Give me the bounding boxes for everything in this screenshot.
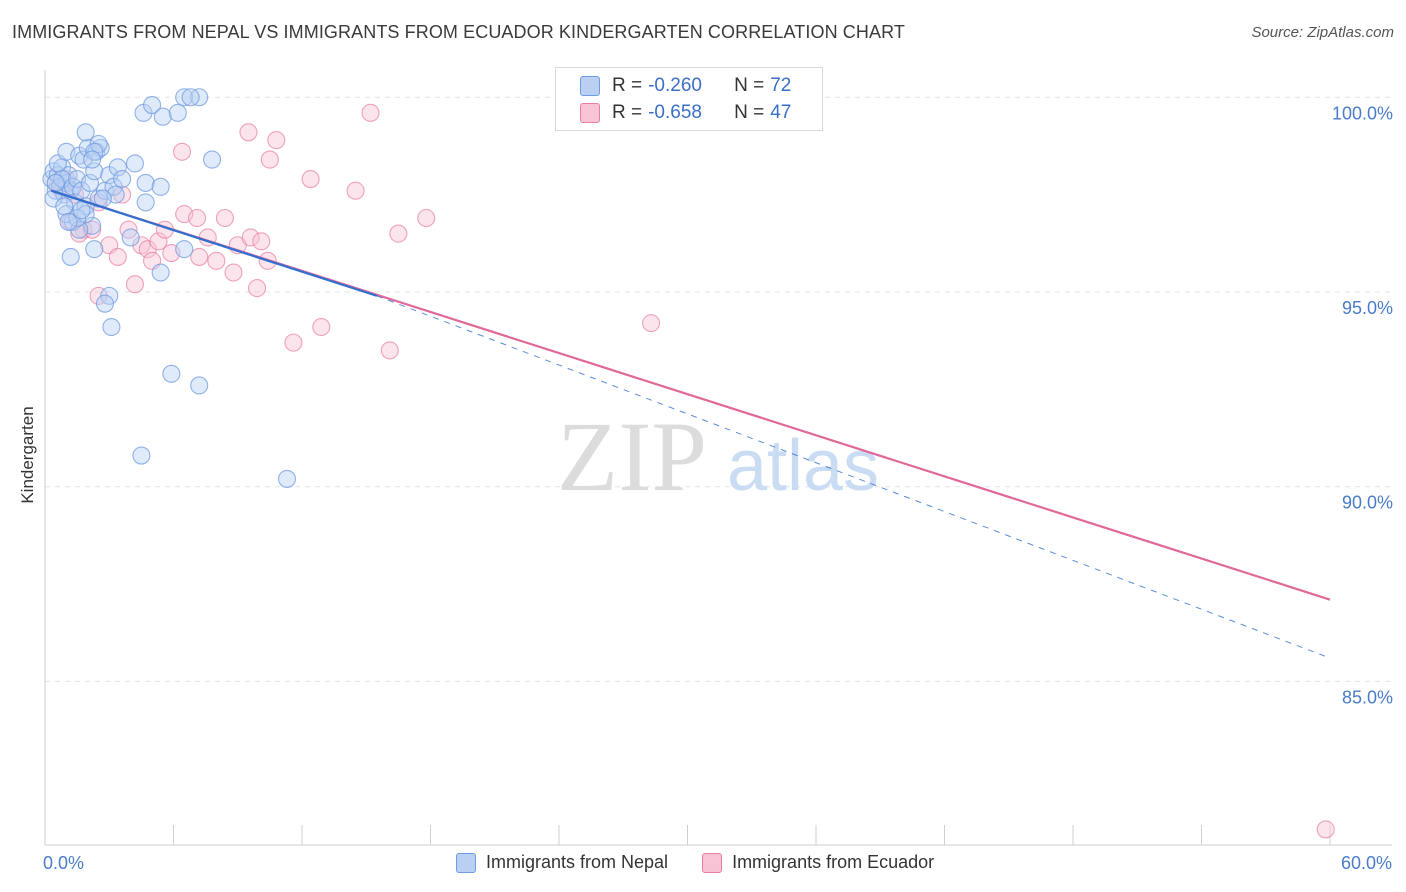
nepal-point: [136, 173, 155, 192]
y-tick-label: 90.0%: [1342, 493, 1393, 513]
ecuador-point: [188, 208, 207, 228]
ecuador-point: [239, 123, 258, 142]
ecuador-point: [346, 181, 365, 200]
nepal-point: [55, 197, 74, 216]
legend-item-nepal: Immigrants from Nepal: [456, 852, 668, 873]
watermark-atlas: atlas: [727, 426, 879, 506]
legend-ecuador-n-label: N =: [734, 102, 765, 123]
nepal-point: [83, 150, 102, 169]
nepal-point: [125, 154, 144, 173]
legend-ecuador-r-label: R =: [612, 102, 643, 123]
chart-title: IMMIGRANTS FROM NEPAL VS IMMIGRANTS FROM…: [12, 22, 905, 42]
nepal-point: [102, 317, 121, 337]
legend-ecuador-label: Immigrants from Ecuador: [732, 852, 935, 872]
ecuador-point: [190, 247, 209, 266]
legend-nepal-n-label: N =: [734, 75, 765, 96]
ecuador-point: [380, 341, 399, 360]
nepal-point: [113, 169, 132, 189]
ecuador-point: [83, 220, 102, 239]
nepal-point: [59, 212, 78, 231]
nepal-point: [181, 88, 200, 107]
nepal-point: [136, 193, 155, 212]
nepal-point: [85, 162, 104, 181]
nepal-swatch: [580, 76, 600, 96]
series-ecuador-points: [46, 103, 1335, 839]
ecuador-point: [241, 228, 260, 247]
ecuador-point: [389, 224, 408, 243]
nepal-point: [151, 263, 170, 282]
legend-ecuador-swatch: [702, 852, 723, 873]
ecuador-point: [642, 314, 661, 333]
ecuador-point: [224, 263, 243, 282]
source-label: Source: ZipAtlas.com: [1251, 24, 1394, 41]
nepal-point: [72, 201, 91, 220]
ecuador-point: [417, 208, 436, 228]
legend-nepal-r-value: -0.260: [648, 75, 702, 96]
ecuador-point: [125, 275, 144, 294]
legend-ecuador-r-value: -0.658: [648, 102, 702, 123]
legend-item-ecuador: Immigrants from Ecuador: [702, 852, 934, 873]
ecuador-point: [215, 208, 234, 228]
ecuador-point: [207, 251, 226, 270]
y-tick-label: 95.0%: [1342, 298, 1393, 318]
ecuador-point: [260, 150, 279, 169]
nepal-point: [151, 177, 170, 196]
legend-row-nepal: R = -0.260 N = 72: [580, 74, 791, 98]
nepal-point: [162, 364, 181, 383]
nepal-point: [80, 173, 100, 192]
nepal-point: [95, 294, 115, 313]
nepal-point: [143, 96, 162, 115]
nepal-point: [277, 469, 297, 488]
y-tick-label: 100.0%: [1332, 103, 1393, 123]
nepal-point: [168, 103, 187, 122]
trend-lines: [51, 189, 1331, 659]
nepal-point: [190, 376, 209, 395]
ecuador-point: [361, 103, 380, 122]
ecuador-point: [149, 232, 168, 251]
ecuador-point: [108, 247, 127, 266]
stats-legend: R = -0.260 N = 72 R = -0.658 N = 47: [555, 67, 823, 131]
ecuador-point: [312, 317, 331, 337]
x-tick-label-min: 0.0%: [43, 853, 84, 873]
nepal-point: [175, 88, 194, 107]
nepal-point: [61, 247, 80, 266]
ecuador-swatch: [580, 103, 600, 123]
ecuador-point: [252, 232, 271, 251]
nepal-point: [121, 228, 140, 247]
legend-nepal-r-label: R =: [612, 75, 643, 96]
y-tick-label: 85.0%: [1342, 687, 1393, 707]
ecuador-point: [267, 131, 286, 150]
nepal-trend-line: [51, 189, 378, 297]
nepal-point: [175, 240, 194, 259]
ecuador-point: [173, 142, 192, 161]
x-tick-label-max: 60.0%: [1341, 853, 1392, 873]
nepal-point: [46, 173, 65, 192]
legend-nepal-n-value: 72: [770, 75, 792, 96]
nepal-point: [203, 150, 222, 169]
ecuador-point: [301, 169, 320, 189]
legend-nepal-label: Immigrants from Nepal: [486, 852, 669, 872]
legend-row-ecuador: R = -0.658 N = 47: [580, 101, 791, 125]
ecuador-point: [247, 279, 267, 298]
nepal-point: [132, 446, 151, 465]
tick-labels: 100.0% 95.0% 90.0% 85.0% 0.0% 60.0%: [43, 103, 1393, 873]
nepal-point: [153, 107, 172, 126]
nepal-point: [85, 240, 104, 259]
nepal-point: [76, 123, 95, 142]
watermark-zip: ZIP: [557, 401, 707, 512]
nepal-point: [108, 158, 127, 177]
watermark: ZIP atlas: [557, 401, 879, 512]
ecuador-point: [284, 333, 303, 352]
ecuador-point: [1316, 820, 1335, 839]
legend-nepal-swatch: [456, 852, 476, 873]
series-legend: Immigrants from Nepal Immigrants from Ec…: [456, 852, 968, 873]
legend-ecuador-n-value: 47: [770, 102, 792, 123]
gridlines: [45, 96, 1392, 682]
axes: [44, 70, 1392, 846]
nepal-trend-extension: [376, 295, 1331, 659]
